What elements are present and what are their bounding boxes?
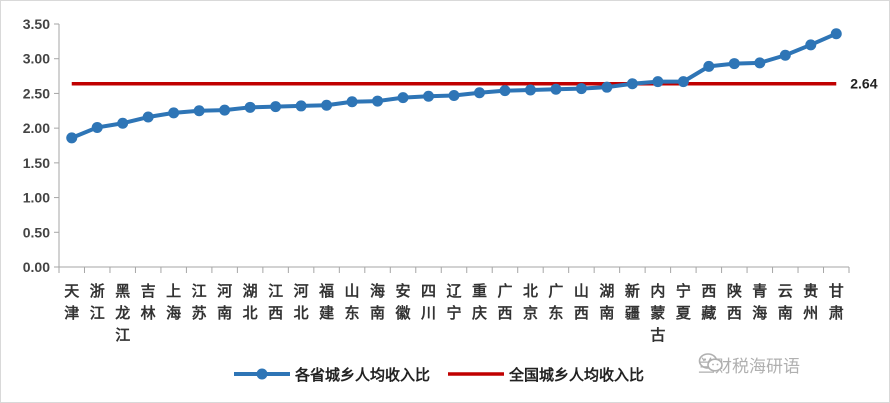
province-data-point [652, 76, 664, 88]
province-data-point [830, 28, 842, 40]
x-tick-label: 陕西 [727, 282, 742, 322]
x-tick-label: 青海 [752, 282, 767, 322]
x-tick-label: 江苏 [192, 282, 207, 322]
y-tick-label: 1.00 [23, 190, 50, 206]
province-data-point [295, 100, 307, 112]
province-data-point [168, 107, 180, 119]
x-tick-label: 广西 [497, 282, 512, 322]
legend-label-national: 全国城乡人均收入比 [508, 366, 644, 384]
x-tick-label: 贵州 [802, 282, 818, 322]
legend-label-province: 各省城乡人均收入比 [294, 366, 430, 384]
y-tick-label: 3.50 [23, 16, 50, 32]
x-tick-label: 西藏 [701, 282, 716, 322]
province-series-line [70, 31, 838, 140]
x-tick-label: 新疆 [625, 282, 640, 322]
province-data-point [550, 83, 562, 95]
y-tick-label: 3.00 [23, 51, 50, 67]
province-data-point [270, 101, 282, 113]
province-data-point [805, 39, 817, 51]
x-tick-label: 河北 [294, 282, 309, 322]
x-tick-label: 山东 [345, 282, 360, 322]
y-tick-label: 1.50 [23, 155, 50, 171]
x-tick-label: 安徽 [395, 282, 412, 322]
national-average-value-label: 2.64 [850, 76, 877, 92]
x-tick-label: 海南 [370, 282, 385, 322]
province-data-point [754, 57, 766, 69]
x-tick-label: 四川 [420, 282, 436, 322]
province-data-point [448, 90, 460, 102]
province-data-point [321, 99, 333, 111]
province-data-point [677, 76, 689, 88]
province-data-point [779, 49, 791, 61]
province-data-point [346, 96, 358, 108]
province-data-point [244, 101, 256, 113]
x-tick-label: 辽宁 [446, 282, 461, 322]
province-data-point [66, 132, 78, 144]
x-tick-label: 黑龙江 [114, 282, 130, 344]
x-tick-label: 甘肃 [829, 282, 844, 322]
province-data-point [728, 58, 740, 70]
y-tick-label: 2.50 [23, 85, 50, 101]
province-data-point [142, 111, 154, 123]
y-tick-label: 2.00 [23, 120, 50, 136]
x-tick-label: 河南 [217, 282, 232, 322]
province-data-point [626, 78, 638, 90]
x-tick-label: 云南 [778, 282, 793, 322]
province-data-point [397, 92, 409, 104]
province-data-point [575, 83, 587, 95]
legend-marker-province [256, 368, 268, 380]
province-data-point [372, 95, 384, 107]
province-data-point [219, 104, 231, 116]
y-tick-label: 0.00 [23, 259, 50, 275]
x-tick-label: 上海 [166, 282, 181, 322]
province-data-point [117, 117, 129, 129]
watermark-text: 兰财税海研语 [698, 357, 800, 377]
x-tick-label: 广东 [548, 282, 563, 322]
x-tick-label: 江西 [268, 282, 283, 322]
province-data-point [524, 84, 536, 96]
province-data-point [703, 60, 715, 72]
y-tick-label: 0.50 [23, 224, 50, 240]
province-data-point [499, 85, 511, 97]
x-tick-label: 山西 [574, 282, 589, 322]
province-data-point [473, 87, 485, 99]
x-tick-label: 天津 [64, 282, 80, 322]
x-tick-label: 湖南 [599, 282, 614, 322]
x-tick-label: 内蒙古 [650, 282, 665, 344]
x-tick-label: 浙江 [90, 282, 105, 322]
x-tick-label: 重庆 [472, 282, 487, 322]
province-data-point [193, 105, 205, 117]
x-tick-label: 吉林 [141, 282, 157, 322]
watermark: 兰财税海研语 [698, 352, 800, 377]
x-tick-label: 湖北 [243, 282, 258, 322]
x-tick-label: 北京 [523, 282, 538, 322]
wechat-icon [698, 353, 723, 372]
x-tick-label: 福建 [318, 282, 335, 322]
province-data-point [91, 121, 103, 133]
province-data-point [601, 81, 613, 93]
province-data-point [423, 90, 435, 102]
x-tick-label: 宁夏 [675, 282, 692, 322]
